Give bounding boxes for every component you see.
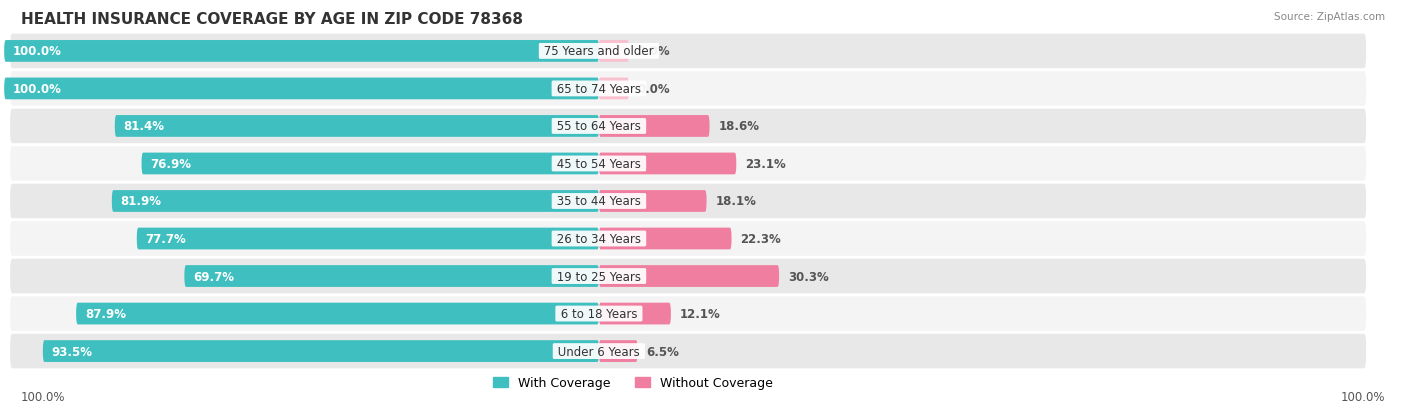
Text: 77.7%: 77.7%	[146, 233, 187, 245]
FancyBboxPatch shape	[599, 266, 779, 287]
Text: 100.0%: 100.0%	[13, 45, 62, 58]
FancyBboxPatch shape	[76, 303, 599, 325]
FancyBboxPatch shape	[184, 266, 599, 287]
FancyBboxPatch shape	[42, 340, 599, 362]
Text: HEALTH INSURANCE COVERAGE BY AGE IN ZIP CODE 78368: HEALTH INSURANCE COVERAGE BY AGE IN ZIP …	[21, 12, 523, 27]
Text: 18.6%: 18.6%	[718, 120, 759, 133]
FancyBboxPatch shape	[599, 228, 731, 250]
Text: 26 to 34 Years: 26 to 34 Years	[553, 233, 645, 245]
Text: 87.9%: 87.9%	[84, 307, 127, 320]
FancyBboxPatch shape	[599, 153, 737, 175]
FancyBboxPatch shape	[599, 116, 710, 138]
Text: 35 to 44 Years: 35 to 44 Years	[553, 195, 645, 208]
FancyBboxPatch shape	[115, 116, 599, 138]
Text: Source: ZipAtlas.com: Source: ZipAtlas.com	[1274, 12, 1385, 22]
Text: 0.0%: 0.0%	[637, 45, 671, 58]
Text: 18.1%: 18.1%	[716, 195, 756, 208]
Text: 12.1%: 12.1%	[681, 307, 720, 320]
Text: 100.0%: 100.0%	[21, 390, 66, 403]
FancyBboxPatch shape	[599, 78, 628, 100]
FancyBboxPatch shape	[4, 41, 599, 63]
Text: 81.9%: 81.9%	[121, 195, 162, 208]
Text: 69.7%: 69.7%	[193, 270, 235, 283]
FancyBboxPatch shape	[10, 334, 1367, 368]
Text: 93.5%: 93.5%	[52, 345, 93, 358]
Text: 76.9%: 76.9%	[150, 158, 191, 171]
FancyBboxPatch shape	[10, 297, 1367, 331]
Text: 22.3%: 22.3%	[741, 233, 782, 245]
Text: 100.0%: 100.0%	[13, 83, 62, 96]
Text: 55 to 64 Years: 55 to 64 Years	[553, 120, 645, 133]
Text: 65 to 74 Years: 65 to 74 Years	[553, 83, 645, 96]
FancyBboxPatch shape	[599, 303, 671, 325]
FancyBboxPatch shape	[112, 191, 599, 212]
Text: 75 Years and older: 75 Years and older	[540, 45, 658, 58]
Text: 81.4%: 81.4%	[124, 120, 165, 133]
Text: Under 6 Years: Under 6 Years	[554, 345, 644, 358]
FancyBboxPatch shape	[10, 184, 1367, 219]
FancyBboxPatch shape	[10, 147, 1367, 181]
Text: 6 to 18 Years: 6 to 18 Years	[557, 307, 641, 320]
FancyBboxPatch shape	[142, 153, 599, 175]
FancyBboxPatch shape	[599, 41, 628, 63]
FancyBboxPatch shape	[599, 340, 637, 362]
FancyBboxPatch shape	[599, 191, 707, 212]
FancyBboxPatch shape	[4, 78, 599, 100]
FancyBboxPatch shape	[10, 72, 1367, 107]
Legend: With Coverage, Without Coverage: With Coverage, Without Coverage	[488, 371, 779, 394]
Text: 100.0%: 100.0%	[1340, 390, 1385, 403]
FancyBboxPatch shape	[10, 259, 1367, 294]
Text: 19 to 25 Years: 19 to 25 Years	[553, 270, 645, 283]
Text: 45 to 54 Years: 45 to 54 Years	[553, 158, 645, 171]
FancyBboxPatch shape	[10, 35, 1367, 69]
FancyBboxPatch shape	[10, 109, 1367, 144]
Text: 23.1%: 23.1%	[745, 158, 786, 171]
FancyBboxPatch shape	[136, 228, 599, 250]
Text: 0.0%: 0.0%	[637, 83, 671, 96]
Text: 30.3%: 30.3%	[787, 270, 828, 283]
FancyBboxPatch shape	[10, 222, 1367, 256]
Text: 6.5%: 6.5%	[647, 345, 679, 358]
